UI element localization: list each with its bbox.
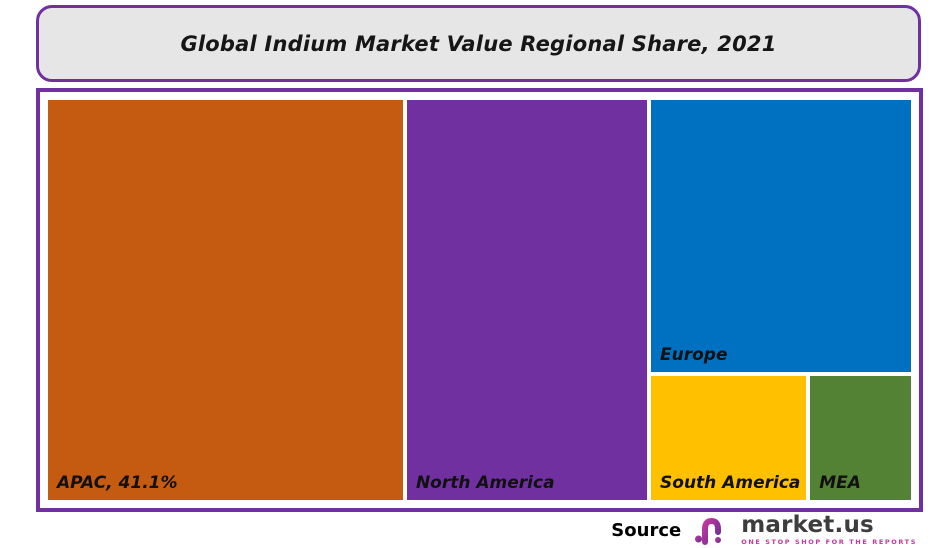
chart-container: APAC, 41.1% North America Europe South A… bbox=[36, 88, 923, 512]
treemap-tile-mea: MEA bbox=[810, 376, 911, 500]
source-row: Source market.us ONE STOP SHOP FOR THE R… bbox=[611, 513, 917, 547]
treemap-label-mea: MEA bbox=[819, 472, 861, 493]
treemap-tile-south-america: South America bbox=[651, 376, 807, 500]
source-label: Source bbox=[611, 519, 682, 541]
page-title: Global Indium Market Value Regional Shar… bbox=[180, 31, 777, 56]
treemap-tile-apac: APAC, 41.1% bbox=[48, 100, 403, 500]
treemap: APAC, 41.1% North America Europe South A… bbox=[48, 100, 911, 500]
treemap-tile-europe: Europe bbox=[651, 100, 911, 373]
brand-tagline: ONE STOP SHOP FOR THE REPORTS bbox=[741, 538, 917, 547]
chart-title-box: Global Indium Market Value Regional Shar… bbox=[36, 5, 921, 82]
treemap-label-north-america: North America bbox=[415, 473, 555, 493]
brand-block: market.us ONE STOP SHOP FOR THE REPORTS bbox=[741, 514, 917, 546]
treemap-label-europe: Europe bbox=[660, 345, 728, 366]
treemap-label-apac: APAC, 41.1% bbox=[57, 473, 178, 493]
treemap-tile-north-america: North America bbox=[406, 100, 648, 500]
marketus-logo-icon bbox=[695, 517, 731, 545]
treemap-label-south-america: South America bbox=[660, 472, 801, 493]
brand-name: market.us bbox=[741, 512, 874, 539]
